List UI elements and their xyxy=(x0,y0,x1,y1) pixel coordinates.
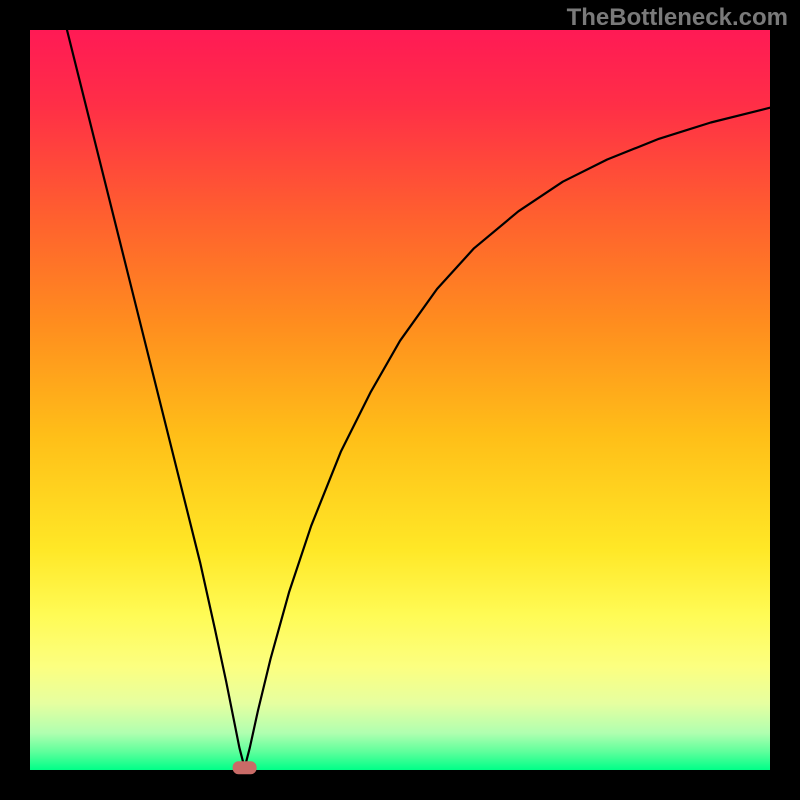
chart-plot-area xyxy=(30,30,770,770)
chart-container: { "watermark": { "text": "TheBottleneck.… xyxy=(0,0,800,800)
optimal-marker xyxy=(233,761,257,774)
bottleneck-chart xyxy=(0,0,800,800)
watermark-text: TheBottleneck.com xyxy=(567,4,788,32)
